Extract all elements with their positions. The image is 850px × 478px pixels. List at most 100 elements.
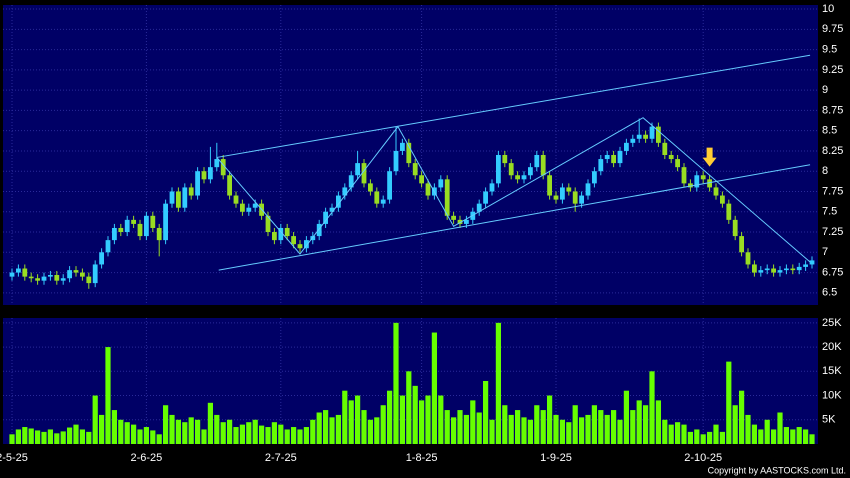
volume-bar [745,414,751,444]
volume-bar [438,395,444,444]
volume-bar [604,414,610,444]
candle-body [22,268,28,277]
candle-body [611,155,616,164]
candle-body [425,183,431,196]
volume-bar [137,429,143,444]
candle-body [348,175,354,188]
candle-body [617,150,623,164]
volume-bar [105,347,111,444]
volume-bar [227,419,233,444]
volume-bar [47,429,53,444]
volume-bar [252,419,258,444]
candle-body [112,227,117,241]
y-tick-label: 7.5 [822,206,837,218]
candle-body [668,155,674,160]
volume-bar [611,410,617,444]
candle-body [534,155,540,168]
volume-bar [630,410,636,444]
candle-body [649,126,655,139]
volume-bar [99,414,105,444]
candle-body [521,175,527,180]
volume-bar [22,427,28,444]
volume-bar [585,414,591,444]
candle-body [144,215,149,237]
volume-bar [783,427,789,444]
candle-body [86,276,92,284]
volume-bar [406,371,412,444]
volume-bar [316,412,322,444]
volume-bar [323,410,329,444]
volume-bar [668,424,674,444]
volume-bar [707,431,713,444]
candle-body [636,134,642,139]
volume-bar [60,431,66,444]
candle-body [41,276,47,281]
volume-bar [131,424,137,444]
volume-bar [483,381,489,444]
candle-body [483,191,488,204]
candle-body [464,219,469,224]
volume-bar [451,417,457,444]
volume-bar [476,412,482,444]
candle-body [99,252,104,265]
candle-body [515,175,520,180]
volume-bar [675,422,681,444]
volume-bar [310,419,316,444]
candle-body [374,191,380,204]
volume-bar [694,429,700,444]
x-tick-label: 1-9-25 [540,452,572,464]
candle-body [156,227,162,241]
v-tick-label: 15K [822,365,842,377]
volume-bar [534,405,540,444]
volume-bar [444,410,450,444]
volume-bar [623,390,629,444]
candle-body [387,171,392,200]
y-tick-label: 10 [822,3,834,15]
volume-bar [348,400,354,444]
candle-body [169,191,175,204]
candle-body [272,232,277,241]
volume-bar [41,431,47,444]
candle-body [284,227,290,237]
volume-bar [547,395,553,444]
candle-body [796,266,802,271]
candle-body [297,244,303,249]
candle-body [771,268,776,273]
candle-body [163,203,168,241]
candle-body [572,191,578,204]
volume-bar [374,417,380,444]
candle-body [16,268,21,273]
candle-body [579,195,584,204]
volume-bar [553,414,559,444]
volume-bar [393,322,399,444]
candle-body [310,236,316,241]
volume-bar [335,414,341,444]
volume-bar [329,417,335,444]
volume-bar [425,395,431,444]
volume-bar [412,385,418,444]
candle-body [336,195,341,208]
candle-body [67,270,72,279]
volume-bar [527,419,533,444]
volume-bar [73,424,79,444]
candle-body [9,272,15,277]
volume-bar [195,419,201,444]
candle-body [457,219,463,224]
candle-body [489,183,495,192]
volume-bar [156,434,162,444]
volume-bar [79,429,85,444]
candle-body [227,175,232,196]
volume-bar [284,429,290,444]
candle-body [592,171,597,184]
volume-bar [463,414,469,444]
volume-bar [214,414,220,444]
candle-body [758,270,764,273]
x-tick-label: 2-5-25 [0,452,28,464]
volume-bar [239,424,245,444]
candle-body [291,236,296,245]
candle-body [547,175,552,196]
candle-body [278,227,284,241]
candle-body [54,275,60,281]
volume-bar [687,431,693,444]
y-tick-label: 6.75 [822,266,843,278]
